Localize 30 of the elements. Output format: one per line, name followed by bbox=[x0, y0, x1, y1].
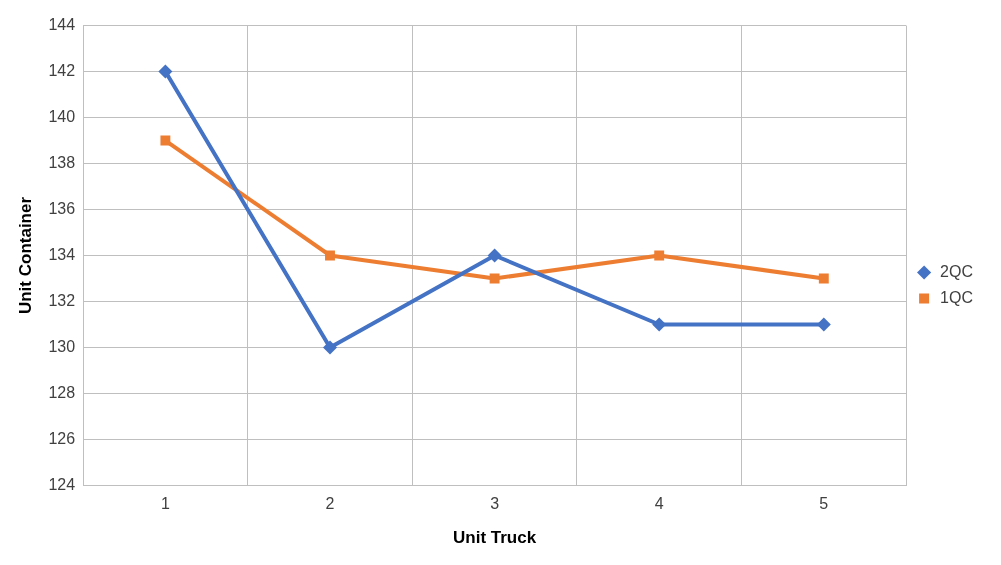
x-tick-label: 1 bbox=[160, 495, 170, 513]
legend-label: 1QC bbox=[940, 288, 974, 306]
y-axis-title: Unit Container bbox=[15, 196, 35, 315]
legend-label: 2QC bbox=[940, 262, 974, 280]
y-tick-label: 142 bbox=[48, 61, 76, 79]
x-tick-label: 2 bbox=[325, 495, 335, 513]
x-tick-label: 5 bbox=[819, 495, 829, 513]
x-tick-label: 4 bbox=[654, 495, 664, 513]
y-tick-label: 136 bbox=[48, 199, 76, 217]
point bbox=[818, 273, 829, 284]
y-tick-label: 124 bbox=[48, 475, 76, 493]
x-tick-label: 3 bbox=[490, 495, 500, 513]
y-tick-label: 126 bbox=[48, 429, 76, 447]
point bbox=[652, 317, 667, 332]
x-axis-title: Unit Truck bbox=[453, 528, 537, 548]
point bbox=[325, 250, 335, 261]
y-tick-label: 134 bbox=[48, 245, 76, 263]
y-tick-label: 138 bbox=[48, 153, 76, 171]
point bbox=[158, 64, 173, 79]
y-tick-label: 140 bbox=[48, 107, 76, 125]
point bbox=[160, 135, 171, 146]
point bbox=[487, 248, 502, 263]
y-tick-label: 130 bbox=[48, 337, 76, 355]
point bbox=[323, 340, 337, 355]
point bbox=[654, 250, 665, 261]
point bbox=[489, 273, 500, 284]
point bbox=[816, 317, 831, 332]
y-tick-label: 132 bbox=[48, 291, 76, 309]
y-tick-label: 128 bbox=[48, 383, 76, 401]
y-tick-label: 144 bbox=[48, 16, 76, 34]
